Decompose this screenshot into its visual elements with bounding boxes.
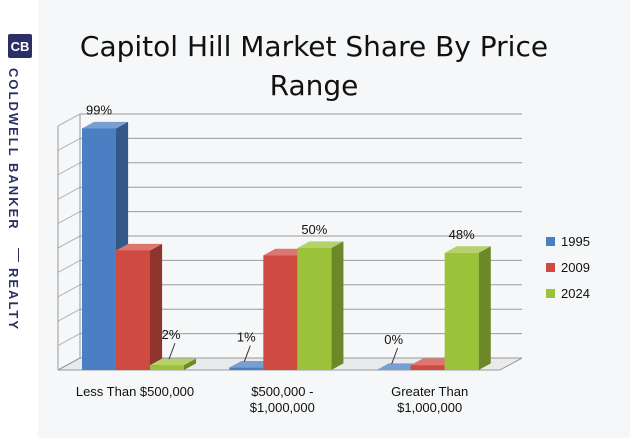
data-label-leader — [391, 347, 399, 365]
side-gridline — [57, 211, 81, 225]
legend-swatch — [546, 237, 555, 246]
bar — [116, 243, 163, 370]
bar-top — [150, 358, 197, 366]
data-label: 0% — [384, 332, 403, 347]
category-label-line: $1,000,000 — [397, 400, 462, 415]
bar-front — [444, 252, 479, 370]
bar-front — [82, 128, 116, 370]
bar-side — [184, 358, 197, 370]
side-gridline — [57, 162, 81, 176]
category-label: Greater Than $1,000,000 — [391, 384, 468, 415]
brand-sub: REALTY — [6, 268, 21, 332]
category-label: Less Than $500,000 — [76, 384, 194, 399]
bar-front — [229, 367, 264, 370]
legend-entry: 2009 — [561, 260, 590, 275]
category-label-line: Greater Than — [391, 384, 468, 399]
category-label-line: $500,000 - — [251, 384, 313, 399]
brand-strip: CB COLDWELL BANKER REALTY — [0, 0, 38, 438]
side-gridline — [57, 235, 81, 249]
side-gridline — [57, 259, 81, 273]
side-gridline — [57, 284, 81, 298]
bar-front — [263, 255, 298, 370]
bar-top — [116, 243, 163, 251]
bar-side — [331, 241, 344, 370]
legend: 1995 2009 2024 — [546, 234, 590, 301]
bar-top — [82, 121, 129, 129]
bar — [297, 241, 344, 370]
data-label-leader — [243, 345, 251, 362]
bar-front — [410, 365, 445, 370]
side-gridline — [57, 113, 81, 127]
side-gridline — [57, 137, 81, 151]
bar-top — [297, 241, 344, 248]
legend-entry: 1995 — [561, 234, 590, 249]
side-gridline — [57, 186, 81, 200]
bar-front — [297, 248, 332, 370]
chart-title-line-1: Capitol Hill Market Share By Price — [80, 30, 548, 63]
side-gridline — [57, 308, 81, 322]
brand-logo-icon: CB — [8, 34, 32, 58]
legend-swatch — [546, 289, 555, 298]
bar — [444, 246, 491, 370]
data-label-leader — [168, 342, 176, 360]
bar-front — [150, 365, 184, 370]
plot-area: Less Than $500,000 $500,000 -$1,000,000Gr… — [57, 102, 523, 415]
chart-title-line-2: Range — [270, 69, 359, 102]
data-label: 50% — [301, 222, 327, 237]
category-label-line: $1,000,000 — [250, 400, 315, 415]
bar — [150, 358, 197, 370]
bar-side — [150, 243, 163, 370]
data-label: 48% — [449, 227, 475, 242]
bar-side — [478, 246, 491, 370]
category-label-line: Less Than $500,000 — [76, 384, 194, 399]
data-label: 1% — [237, 330, 256, 345]
data-label: 2% — [162, 327, 181, 342]
bar-front — [116, 250, 150, 370]
category-label: $500,000 -$1,000,000 — [250, 384, 315, 415]
legend-swatch — [546, 263, 555, 272]
brand-name: COLDWELL BANKER — [6, 68, 21, 231]
legend-entry: 2024 — [561, 286, 590, 301]
data-label: 99% — [86, 102, 112, 117]
bar-top — [444, 246, 491, 253]
side-gridline — [57, 333, 81, 347]
brand-divider — [18, 248, 19, 262]
